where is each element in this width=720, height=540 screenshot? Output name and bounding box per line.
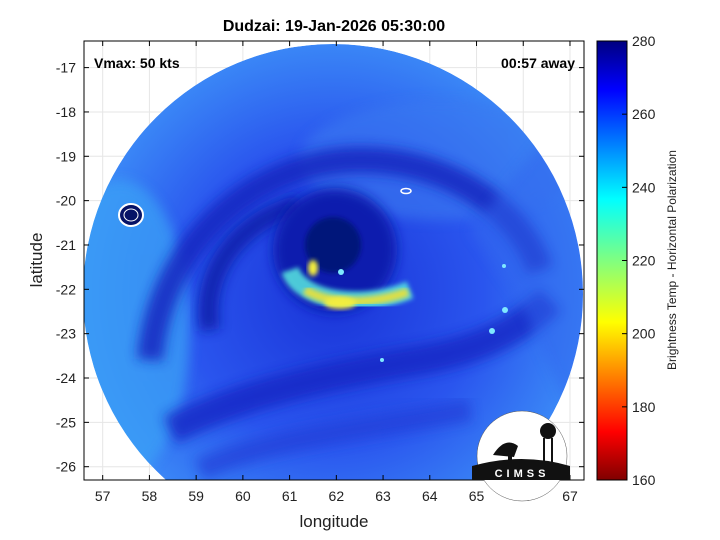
- logo-base: [472, 459, 570, 480]
- inner-rainband-west: [198, 195, 303, 332]
- y-axis-label: latitude: [27, 233, 46, 288]
- x-tick-label: 57: [95, 488, 111, 504]
- bright-speck: [502, 264, 506, 268]
- y-tick-label: -24: [56, 370, 76, 386]
- bright-speck: [489, 328, 495, 334]
- x-tick-label: 58: [142, 488, 158, 504]
- bright-speck: [380, 358, 384, 362]
- x-tick-label: 64: [422, 488, 438, 504]
- warm-spot-south: [324, 297, 356, 309]
- island-contour-west: [118, 203, 144, 227]
- colorbar-tick-label: 200: [632, 326, 656, 342]
- x-tick-label: 59: [188, 488, 204, 504]
- logo-text: CIMSS: [495, 468, 550, 480]
- island-contour-east: [400, 187, 412, 195]
- x-tick-label: 62: [329, 488, 345, 504]
- y-tick-label: -17: [56, 60, 76, 76]
- outer-rainband-south: [163, 289, 561, 444]
- y-tick-label: -21: [56, 237, 76, 253]
- logo-dish-mount: [508, 452, 512, 464]
- y-tick-label: -18: [56, 104, 76, 120]
- colorbar: 160 180 200 220 240 260 280: [596, 33, 656, 488]
- colorbar-label: Brightness Temp - Horizontal Polarizatio…: [665, 150, 679, 370]
- y-tick-label: -26: [56, 459, 76, 475]
- y-tick-label: -25: [56, 414, 76, 430]
- logo-tower-leg: [543, 438, 545, 462]
- map-axes: 5758596061626364656667 -17-18-19-20-21-2…: [56, 40, 585, 504]
- vmax-label: Vmax: 50 kts: [94, 55, 180, 71]
- bright-speck: [338, 269, 344, 275]
- warm-spot-west: [308, 260, 318, 276]
- colorbar-tick-label: 160: [632, 472, 656, 488]
- logo-disk: [476, 410, 568, 502]
- bright-speck: [502, 307, 508, 313]
- colorbar-tick-label: 260: [632, 106, 656, 122]
- colorbar-tick-label: 280: [632, 33, 656, 49]
- y-tick-label: -22: [56, 281, 76, 297]
- outer-rainband-far-south: [195, 399, 472, 480]
- x-tick-label: 67: [562, 488, 578, 504]
- axes-frame: [83, 40, 585, 481]
- colorbar-tick-label: 180: [632, 399, 656, 415]
- y-axis-ticks: -17 -18 -19 -20 -21 -22 -23 -24 -25 -26: [56, 60, 584, 475]
- x-tick-label: 60: [235, 488, 251, 504]
- figure-title: Dudzai: 19-Jan-2026 05:30:00: [223, 18, 445, 35]
- x-axis-label: longitude: [299, 512, 368, 531]
- colorbar-tick-label: 240: [632, 179, 656, 195]
- x-tick-label: 65: [469, 488, 485, 504]
- x-tick-label: 63: [375, 488, 391, 504]
- y-tick-label: -19: [56, 148, 76, 164]
- x-tick-label: 61: [282, 488, 298, 504]
- time-offset-label: 00:57 away: [501, 55, 575, 71]
- logo-tower-leg: [551, 438, 553, 462]
- island-contour-inner: [123, 208, 139, 222]
- cimss-logo: CIMSS: [472, 410, 570, 502]
- colorbar-tick-label: 220: [632, 253, 656, 269]
- logo-water-tower-icon: [540, 423, 556, 439]
- y-tick-label: -23: [56, 326, 76, 342]
- colorbar-ticks: 160 180 200 220 240 260 280: [622, 33, 656, 488]
- y-tick-label: -20: [56, 193, 76, 209]
- eye-center: [305, 217, 361, 273]
